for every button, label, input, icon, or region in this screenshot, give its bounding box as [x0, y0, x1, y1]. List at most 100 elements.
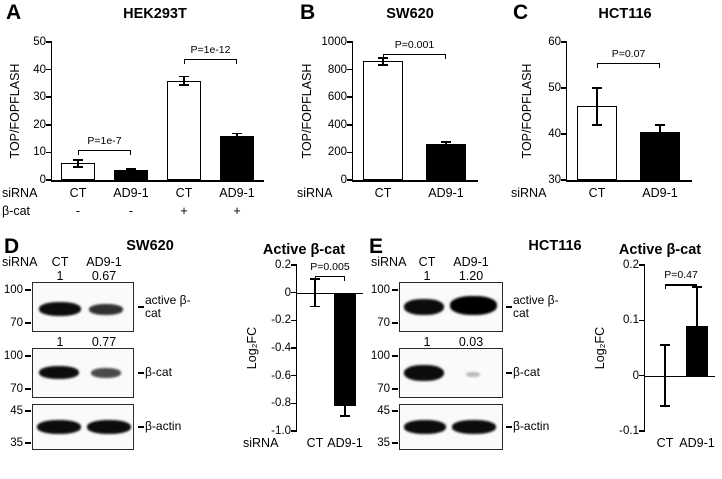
bar-ad9-1 [220, 135, 254, 180]
mw-marker-tick [392, 388, 398, 390]
y-tick-mark [561, 87, 567, 89]
x-axis-line [565, 180, 692, 182]
error-bar-cap [310, 305, 320, 308]
band-pointer [506, 426, 512, 428]
y-tick-mark [639, 430, 645, 432]
y-tick-mark [46, 41, 52, 43]
y-tick-mark [639, 374, 645, 377]
bar-chart-log2fc-sw620: Active β-cat Log₂FC 0.2 0 -0.2 -0.4 -0.6 -0.8 -1… [0, 236, 365, 479]
error-bar-cap [378, 64, 388, 66]
error-bar [344, 396, 346, 416]
error-bar [659, 124, 661, 139]
significance-tick [695, 284, 697, 290]
significance-tick [343, 276, 345, 282]
significance-line [665, 284, 697, 286]
band-quantification: 0.77 [91, 335, 117, 349]
protein-band [404, 299, 444, 315]
bar-ad9-1 [334, 292, 356, 407]
y-axis-label: TOP/FOPFLASH [300, 63, 314, 159]
y-tick-label: -0.1 [619, 425, 639, 437]
y-tick-mark [291, 264, 297, 266]
band-pointer [138, 426, 144, 428]
category-label: CT [588, 186, 606, 200]
y-tick-label: 200 [327, 146, 347, 159]
panel-letter-c: C [513, 1, 529, 24]
bar-chart-log2fc-hct116: Active β-cat Log₂FC 0.2 0.1 0 -0.1 P=0.47 CT AD9… [365, 236, 722, 479]
category-label: CT [69, 186, 87, 200]
protein-band [87, 420, 131, 434]
chart-title: HCT116 [598, 6, 652, 22]
blot-image [32, 348, 134, 398]
y-tick-label: 0.1 [623, 314, 639, 327]
band-label: β-actin [513, 419, 550, 433]
chart-title: Active β-cat [618, 242, 702, 258]
y-tick-mark [347, 68, 353, 71]
error-bar-cap [692, 286, 702, 288]
bar-ad9-1 [640, 131, 680, 180]
y-tick-mark [347, 179, 353, 181]
y-axis-line [351, 42, 353, 180]
western-blot-hct116: HCT116 siRNA CT AD9-1 1 1.20 100 70 active β-cat… [365, 236, 722, 479]
y-tick-label: -0.4 [271, 342, 291, 354]
error-bar-cap [126, 170, 136, 173]
row-header: siRNA [511, 186, 547, 200]
error-bar-cap [340, 415, 350, 417]
mw-marker-tick [25, 355, 31, 357]
y-tick-label: -0.6 [271, 369, 291, 382]
y-tick-label: 50 [548, 82, 561, 94]
mw-marker-label: 100 [370, 350, 390, 362]
row-header: siRNA [243, 436, 279, 450]
category-label: AD9-1 [327, 436, 363, 450]
y-tick-mark [46, 179, 52, 181]
significance-tick [444, 53, 446, 59]
panel-a: A HEK293T TOP/FOPFLASH 0 10 20 30 40 50 P=1e-7 P=… [0, 0, 292, 234]
y-axis-label: TOP/FOPFLASH [520, 63, 534, 159]
band-label: β-actin [145, 419, 182, 433]
p-value-label: P=0.001 [394, 38, 435, 51]
panel-letter-b: B [300, 1, 316, 24]
category-label: AD9-1 [219, 186, 255, 200]
y-tick-mark [46, 68, 52, 71]
bar-chart-hek293t: HEK293T TOP/FOPFLASH 0 10 20 30 40 50 P=1e-7 P=1e… [0, 0, 292, 234]
error-bar-cap [73, 159, 83, 161]
y-tick-mark [46, 124, 52, 126]
band-quantification: 0.67 [91, 269, 117, 283]
category-label: AD9-1 [113, 186, 149, 200]
mw-marker-label: 100 [370, 284, 390, 296]
error-bar-cap [592, 87, 602, 89]
protein-band [404, 365, 444, 381]
bar-ct [167, 80, 201, 180]
error-bar-cap [232, 137, 242, 139]
y-axis-label: Log₂FC [593, 326, 607, 370]
y-tick-label: 20 [33, 118, 46, 131]
y-tick-mark [291, 402, 297, 405]
significance-tick [184, 58, 186, 64]
lane-label: CT [51, 255, 69, 269]
error-bar [183, 76, 185, 85]
y-tick-label: 400 [327, 118, 347, 131]
category-label: + [180, 204, 188, 218]
y-tick-mark [561, 179, 567, 181]
blot-image [32, 404, 134, 450]
y-tick-label: 30 [33, 91, 46, 104]
y-tick-mark [639, 319, 645, 322]
band-label: active β-cat [145, 293, 191, 321]
y-tick-mark [561, 133, 567, 135]
mw-marker-tick [392, 410, 398, 412]
error-bar-cap [126, 168, 136, 170]
protein-band [39, 302, 81, 316]
y-tick-mark [291, 347, 297, 349]
bar-ct [363, 61, 403, 180]
protein-band [39, 366, 79, 379]
p-value-label: P=0.47 [664, 269, 698, 282]
row-header: siRNA [2, 186, 38, 200]
mw-marker-tick [392, 355, 398, 357]
error-bar-cap [692, 363, 702, 366]
y-tick-mark [347, 41, 353, 43]
category-label: AD9-1 [428, 186, 464, 200]
mw-marker-label: 100 [3, 284, 23, 296]
p-value-label: P=0.07 [611, 47, 646, 60]
y-tick-mark [639, 264, 645, 266]
band-quantification: 1 [56, 269, 64, 283]
panel-d: D SW620 siRNA CT AD9-1 1 0.67 100 70 active β-ca… [0, 236, 365, 479]
